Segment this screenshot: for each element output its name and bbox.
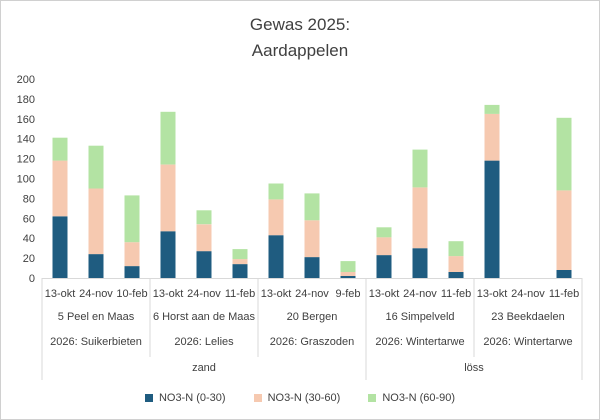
category-label: 13-okt bbox=[45, 288, 76, 300]
bar-segment-0-30 bbox=[52, 216, 68, 278]
legend-label-30-60: NO3-N (30-60) bbox=[267, 392, 341, 404]
y-tick-label: 180 bbox=[17, 94, 35, 106]
bar-segment-0-30 bbox=[556, 270, 572, 278]
bar-segment-60-90 bbox=[340, 261, 356, 272]
bar-segment-30-60 bbox=[124, 242, 140, 267]
group-location-label: 20 Bergen bbox=[287, 311, 338, 323]
chart-title-line-1: Gewas 2025: bbox=[249, 15, 351, 34]
category-label: 13-okt bbox=[153, 288, 184, 300]
y-tick-label: 0 bbox=[29, 273, 35, 285]
group-crop-label: 2026: Graszoden bbox=[270, 336, 354, 348]
bar-segment-0-30 bbox=[124, 266, 140, 278]
bar-segment-60-90 bbox=[88, 145, 104, 189]
legend-label-0-30: NO3-N (0-30) bbox=[158, 392, 226, 404]
bar-segment-0-30 bbox=[484, 160, 500, 278]
group-location-label: 5 Peel en Maas bbox=[58, 311, 135, 323]
bar-segment-30-60 bbox=[52, 160, 68, 217]
legend-label-60-90: NO3-N (60-90) bbox=[382, 392, 456, 404]
legend-swatch-60-90 bbox=[368, 394, 377, 402]
y-tick-label: 80 bbox=[23, 193, 35, 205]
bar-segment-30-60 bbox=[412, 187, 428, 249]
bar-segment-60-90 bbox=[160, 111, 176, 165]
bar-segment-0-30 bbox=[232, 264, 248, 278]
bar-segment-30-60 bbox=[232, 259, 248, 265]
bar-segment-0-30 bbox=[196, 251, 212, 278]
group-location-label: 23 Beekdaelen bbox=[491, 311, 564, 323]
bar-segment-60-90 bbox=[52, 137, 68, 161]
bar-segment-60-90 bbox=[304, 193, 320, 221]
legend-item-0-30: NO3-N (0-30) bbox=[144, 392, 226, 404]
bar-segment-30-60 bbox=[160, 164, 176, 232]
category-label: 24-nov bbox=[79, 288, 113, 300]
category-label: 9-feb bbox=[335, 288, 360, 300]
y-tick-label: 20 bbox=[23, 253, 35, 265]
bar-segment-60-90 bbox=[376, 227, 392, 238]
chart-title: Gewas 2025: Aardappelen bbox=[0, 12, 600, 64]
chart-title-line-2: Aardappelen bbox=[251, 41, 349, 60]
y-tick-label: 100 bbox=[17, 174, 35, 186]
bar-segment-0-30 bbox=[340, 276, 356, 278]
category-label: 24-nov bbox=[295, 288, 329, 300]
group-crop-label: 2026: Wintertarwe bbox=[483, 336, 572, 348]
bar-segment-60-90 bbox=[232, 249, 248, 260]
soil-group-label: zand bbox=[192, 362, 216, 374]
bar-segment-30-60 bbox=[304, 220, 320, 258]
category-label: 11-feb bbox=[441, 288, 471, 300]
group-crop-label: 2026: Wintertarwe bbox=[375, 336, 464, 348]
bar-segment-30-60 bbox=[196, 224, 212, 252]
group-location-label: 6 Horst aan de Maas bbox=[153, 311, 256, 323]
bar-segment-0-30 bbox=[88, 254, 104, 278]
bar-segment-60-90 bbox=[124, 195, 140, 243]
group-location-label: 16 Simpelveld bbox=[385, 311, 454, 323]
bar-segment-60-90 bbox=[448, 241, 464, 257]
bar-segment-30-60 bbox=[484, 113, 500, 161]
y-tick-label: 60 bbox=[23, 213, 35, 225]
y-tick-label: 200 bbox=[17, 74, 35, 86]
group-crop-label: 2026: Lelies bbox=[174, 336, 234, 348]
category-label: 13-okt bbox=[261, 288, 292, 300]
soil-group-label: löss bbox=[464, 362, 484, 374]
category-label: 11-feb bbox=[549, 288, 579, 300]
bar-segment-60-90 bbox=[556, 117, 572, 191]
bar-segment-30-60 bbox=[268, 199, 284, 236]
y-tick-label: 140 bbox=[17, 134, 35, 146]
legend-item-60-90: NO3-N (60-90) bbox=[368, 392, 455, 404]
legend-swatch-0-30 bbox=[144, 394, 153, 402]
bar-segment-0-30 bbox=[448, 272, 464, 278]
category-label: 24-nov bbox=[403, 288, 437, 300]
bar-segment-30-60 bbox=[88, 188, 104, 255]
bar-segment-60-90 bbox=[268, 183, 284, 200]
category-label: 13-okt bbox=[369, 288, 400, 300]
y-tick-label: 40 bbox=[23, 233, 35, 245]
bar-segment-0-30 bbox=[160, 231, 176, 278]
chart-legend: NO3-N (0-30) NO3-N (30-60) NO3-N (60-90) bbox=[0, 392, 600, 404]
bar-segment-30-60 bbox=[340, 272, 356, 276]
category-label: 10-feb bbox=[116, 288, 147, 300]
category-label: 13-okt bbox=[477, 288, 508, 300]
legend-item-30-60: NO3-N (30-60) bbox=[253, 392, 341, 404]
legend-swatch-30-60 bbox=[253, 394, 262, 402]
bar-segment-0-30 bbox=[304, 257, 320, 278]
bar-segment-0-30 bbox=[268, 235, 284, 278]
bar-segment-0-30 bbox=[376, 255, 392, 278]
y-tick-label: 160 bbox=[17, 114, 35, 126]
bar-segment-60-90 bbox=[196, 210, 212, 225]
bar-segment-60-90 bbox=[484, 104, 500, 114]
category-label: 24-nov bbox=[187, 288, 221, 300]
bar-segment-30-60 bbox=[376, 237, 392, 256]
bar-segment-30-60 bbox=[556, 190, 572, 270]
category-label: 24-nov bbox=[511, 288, 545, 300]
bar-segment-30-60 bbox=[448, 256, 464, 272]
category-label: 11-feb bbox=[225, 288, 255, 300]
y-tick-label: 120 bbox=[17, 154, 35, 166]
bar-segment-60-90 bbox=[412, 149, 428, 188]
bar-segment-0-30 bbox=[412, 248, 428, 278]
group-crop-label: 2026: Suikerbieten bbox=[50, 336, 142, 348]
